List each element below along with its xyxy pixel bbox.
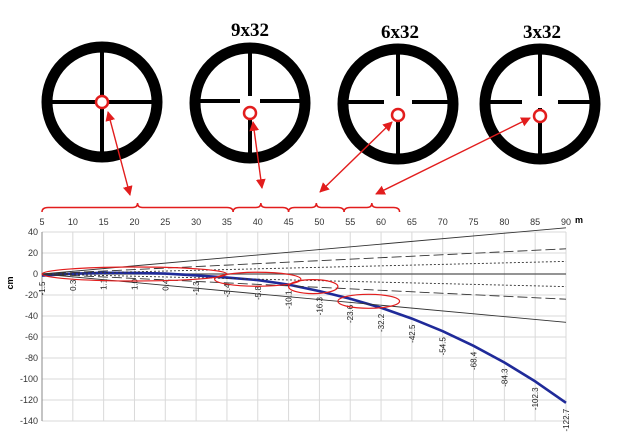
data-label: 0.4 — [161, 279, 170, 291]
y-tick-label: -60 — [25, 332, 38, 342]
x-tick-label: 25 — [160, 217, 170, 227]
y-tick-label: -120 — [20, 395, 38, 405]
x-tick-label: 75 — [469, 217, 479, 227]
x-tick-label: 85 — [530, 217, 540, 227]
data-label: 1.1 — [100, 278, 109, 290]
scope-reticle-4 — [479, 43, 601, 165]
x-tick-label: 65 — [407, 217, 417, 227]
data-label: -122.7 — [562, 408, 571, 431]
y-unit-label: cm — [5, 276, 15, 289]
data-label: -54.5 — [439, 337, 448, 356]
aim-point-marker — [390, 107, 406, 123]
x-tick-label: 70 — [438, 217, 448, 227]
x-tick-label: 30 — [191, 217, 201, 227]
x-tick-label: 20 — [129, 217, 139, 227]
data-label: -42.5 — [408, 324, 417, 343]
scope-title-6x32: 6x32 — [381, 22, 419, 43]
chart-data-labels: -1.5 0.3 1.1 1.0 0.4 -1.3 -3.4 -5.8 -10.1 -16.3 -2… — [38, 278, 571, 431]
x-tick-label: 50 — [314, 217, 324, 227]
y-tick-label: 20 — [28, 248, 38, 258]
scope-title-3x32: 3x32 — [523, 22, 561, 43]
y-tick-label: -80 — [25, 353, 38, 363]
data-label: -10.1 — [285, 290, 294, 309]
x-tick-label: 35 — [222, 217, 232, 227]
x-tick-label: 5 — [39, 217, 44, 227]
arrow-scope-4 — [375, 117, 531, 195]
x-tick-label: 80 — [499, 217, 509, 227]
data-label: -32.2 — [377, 313, 386, 332]
series-trajectory — [41, 271, 567, 404]
distance-bracket — [41, 202, 234, 213]
chart-series — [41, 227, 567, 404]
x-axis-ticks: 5 10 15 20 25 30 35 40 45 50 55 60 65 70 75 80 85 90 — [39, 217, 571, 227]
data-label: -102.3 — [531, 387, 540, 410]
aim-point-marker — [94, 94, 110, 110]
highlight-ellipse — [287, 279, 339, 295]
x-tick-label: 90 — [561, 217, 571, 227]
connector-arrows — [105, 111, 531, 196]
scope-reticle-3 — [337, 43, 459, 165]
series-upper-dash — [41, 248, 567, 275]
data-label: -5.8 — [254, 286, 263, 300]
x-tick-label: 15 — [99, 217, 109, 227]
series-upper-outer — [41, 227, 567, 275]
distance-bracket — [343, 202, 401, 213]
y-tick-label: -40 — [25, 311, 38, 321]
series-lower-dash — [41, 273, 567, 300]
highlight-ellipse — [337, 293, 401, 309]
x-tick-label: 10 — [68, 217, 78, 227]
series-lower-dot — [41, 273, 567, 288]
data-label: -3.4 — [223, 283, 232, 297]
y-tick-label: 0 — [33, 269, 38, 279]
scope-reticle-2 — [189, 42, 311, 164]
data-label: -23.6 — [346, 304, 355, 323]
data-label: 0.3 — [69, 279, 78, 291]
distance-brackets — [41, 202, 401, 213]
highlight-ellipses — [41, 266, 401, 309]
data-label: -16.3 — [315, 297, 324, 316]
y-axis-ticks: 40 20 0 -20 -40 -60 -80 -100 -120 -140 — [20, 227, 38, 426]
distance-bracket — [232, 202, 290, 213]
arrow-scope-1 — [105, 111, 133, 196]
chart-grid — [41, 231, 567, 422]
x-tick-label: 60 — [376, 217, 386, 227]
aim-point-marker — [532, 108, 548, 124]
y-tick-label: -100 — [20, 374, 38, 384]
series-lower-outer — [41, 273, 567, 323]
data-label: -68.4 — [470, 351, 479, 370]
y-tick-label: -140 — [20, 416, 38, 426]
x-unit-label: m — [575, 215, 583, 225]
x-tick-label: 40 — [253, 217, 263, 227]
highlight-ellipse — [214, 271, 302, 287]
scope-title-9x32: 9x32 — [231, 20, 269, 41]
distance-bracket — [287, 202, 345, 213]
y-tick-label: -20 — [25, 290, 38, 300]
scope-reticle-1 — [41, 41, 163, 163]
x-tick-label: 55 — [345, 217, 355, 227]
data-label: -1.5 — [38, 281, 47, 295]
y-tick-label: 40 — [28, 227, 38, 237]
data-label: -1.3 — [192, 281, 201, 295]
aim-point-marker — [242, 105, 258, 121]
data-label: 1.0 — [131, 278, 140, 290]
arrow-scope-2 — [249, 121, 266, 189]
data-label: -84.3 — [500, 368, 509, 387]
x-tick-label: 45 — [284, 217, 294, 227]
series-upper-dot — [41, 260, 567, 275]
